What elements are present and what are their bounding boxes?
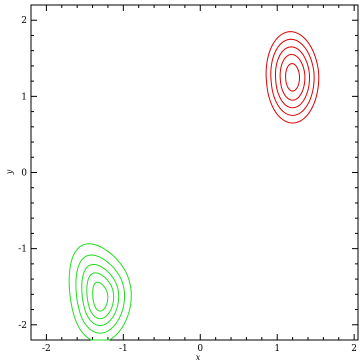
contour-level [270,38,315,116]
y-tick-label: 0 [21,169,27,179]
contour-level [86,272,115,320]
contour-lines [68,31,320,341]
y-axis-label: y [5,169,14,175]
x-tick-label: 1 [274,344,280,354]
contour-level [81,263,120,327]
contour-level [274,46,311,109]
x-tick-label: -1 [119,344,128,354]
y-tick-label: -1 [18,245,27,255]
axis-ticks [30,4,358,341]
contour-level [279,53,306,101]
contour-level [75,254,126,334]
tick-labels: -2 -1 0 1 2 -2 -1 0 1 2 [18,16,357,354]
y-tick-label: 1 [21,92,27,102]
x-tick-label: 2 [351,344,357,354]
x-axis-label: x [196,353,201,362]
y-tick-label: -2 [18,321,27,331]
contour-level [92,281,109,312]
contour-level [265,31,320,124]
contour-level [68,243,132,341]
y-tick-label: 2 [21,16,27,26]
x-tick-label: -2 [42,344,51,354]
x-tick-label: 0 [197,344,203,354]
contour-level [285,63,301,92]
